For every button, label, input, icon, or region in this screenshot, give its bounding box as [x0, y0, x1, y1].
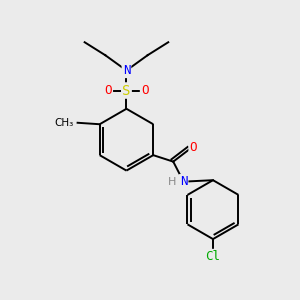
Text: N: N — [180, 175, 187, 188]
Text: CH₃: CH₃ — [55, 118, 74, 128]
Text: O: O — [141, 84, 148, 97]
Text: N: N — [123, 64, 130, 77]
Text: Cl: Cl — [206, 250, 220, 263]
Text: O: O — [104, 84, 112, 97]
Text: H: H — [168, 177, 176, 187]
Text: O: O — [190, 141, 197, 154]
Text: S: S — [122, 83, 130, 98]
